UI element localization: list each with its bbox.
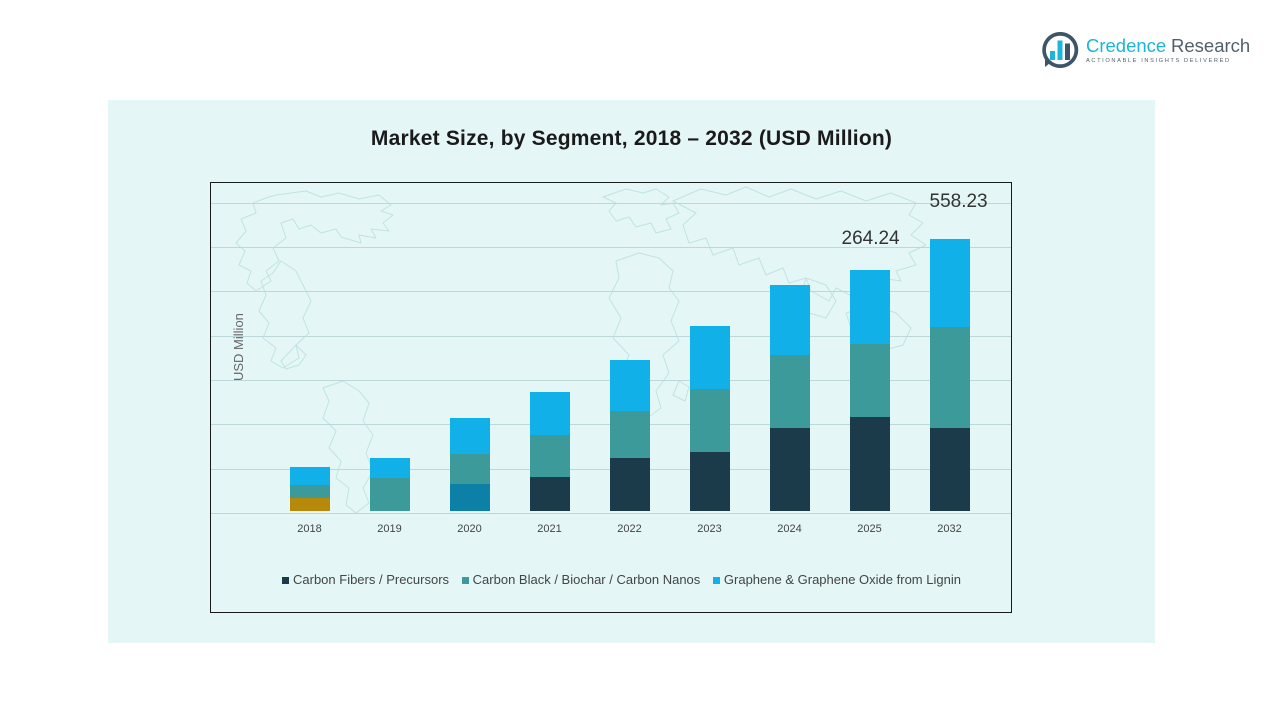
- svg-text:Credence: Credence: [1086, 35, 1166, 56]
- svg-text:Research: Research: [1171, 35, 1250, 56]
- svg-text:ACTIONABLE INSIGHTS DELIVERED: ACTIONABLE INSIGHTS DELIVERED: [1086, 58, 1231, 64]
